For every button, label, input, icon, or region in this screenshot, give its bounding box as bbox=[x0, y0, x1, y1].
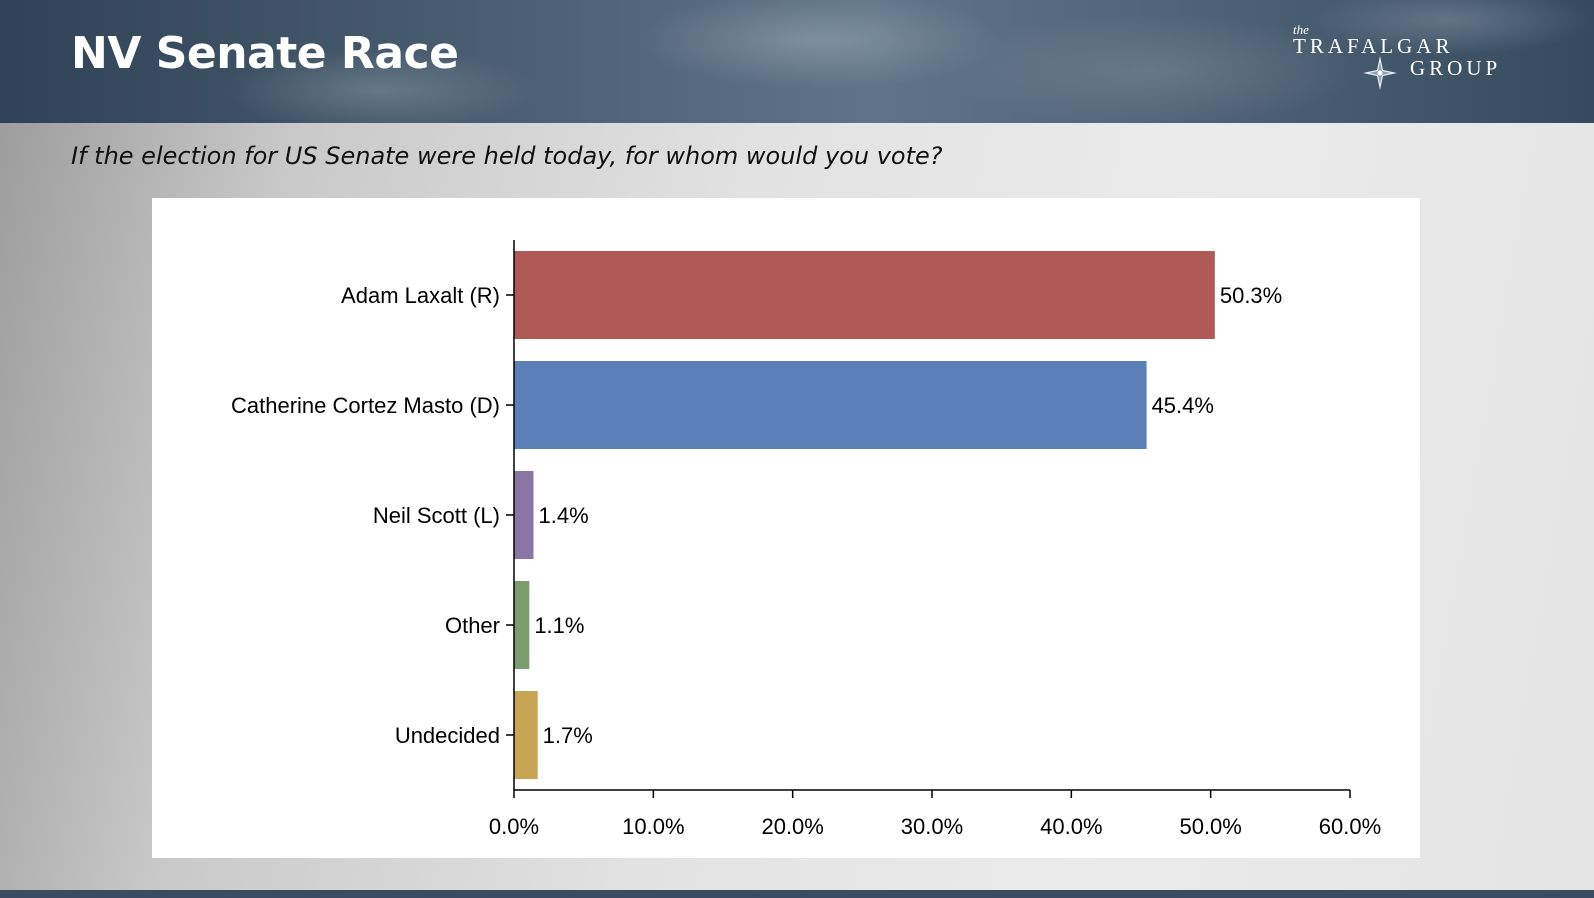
logo-prefix: the bbox=[1293, 22, 1309, 37]
x-tick-label: 60.0% bbox=[1319, 814, 1381, 839]
bar-chart: Adam Laxalt (R) 50.3% Catherine Cortez Mas… bbox=[231, 240, 1381, 839]
bar bbox=[514, 361, 1147, 449]
x-tick-label: 20.0% bbox=[761, 814, 823, 839]
data-label: 1.7% bbox=[543, 723, 593, 748]
chart-panel: Adam Laxalt (R) 50.3% Catherine Cortez Mas… bbox=[152, 198, 1420, 858]
x-tick-label: 0.0% bbox=[489, 814, 539, 839]
page-title: NV Senate Race bbox=[71, 28, 459, 79]
x-tick-label: 40.0% bbox=[1040, 814, 1102, 839]
x-tick-label: 30.0% bbox=[901, 814, 963, 839]
data-label: 45.4% bbox=[1152, 393, 1214, 418]
trafalgar-group-logo: the TRAFALGAR GROUP bbox=[1285, 18, 1525, 108]
bar bbox=[514, 471, 534, 559]
header-banner: NV Senate Race the TRAFALGAR GROUP bbox=[0, 0, 1594, 123]
bar bbox=[514, 251, 1215, 339]
category-label: Other bbox=[445, 613, 500, 638]
data-label: 1.1% bbox=[534, 613, 584, 638]
bottom-strip bbox=[0, 890, 1594, 898]
category-label: Neil Scott (L) bbox=[373, 503, 500, 528]
data-label: 50.3% bbox=[1220, 283, 1282, 308]
survey-question: If the election for US Senate were held … bbox=[71, 142, 943, 170]
compass-star-icon bbox=[1363, 56, 1397, 90]
logo-line-1: TRAFALGAR bbox=[1293, 34, 1454, 58]
category-label: Adam Laxalt (R) bbox=[341, 283, 500, 308]
x-tick-label: 50.0% bbox=[1179, 814, 1241, 839]
logo-line-2: GROUP bbox=[1410, 56, 1502, 80]
x-tick-label: 10.0% bbox=[622, 814, 684, 839]
category-label: Undecided bbox=[395, 723, 500, 748]
data-label: 1.4% bbox=[539, 503, 589, 528]
category-label: Catherine Cortez Masto (D) bbox=[231, 393, 500, 418]
bar bbox=[514, 691, 538, 779]
bar bbox=[514, 581, 530, 669]
